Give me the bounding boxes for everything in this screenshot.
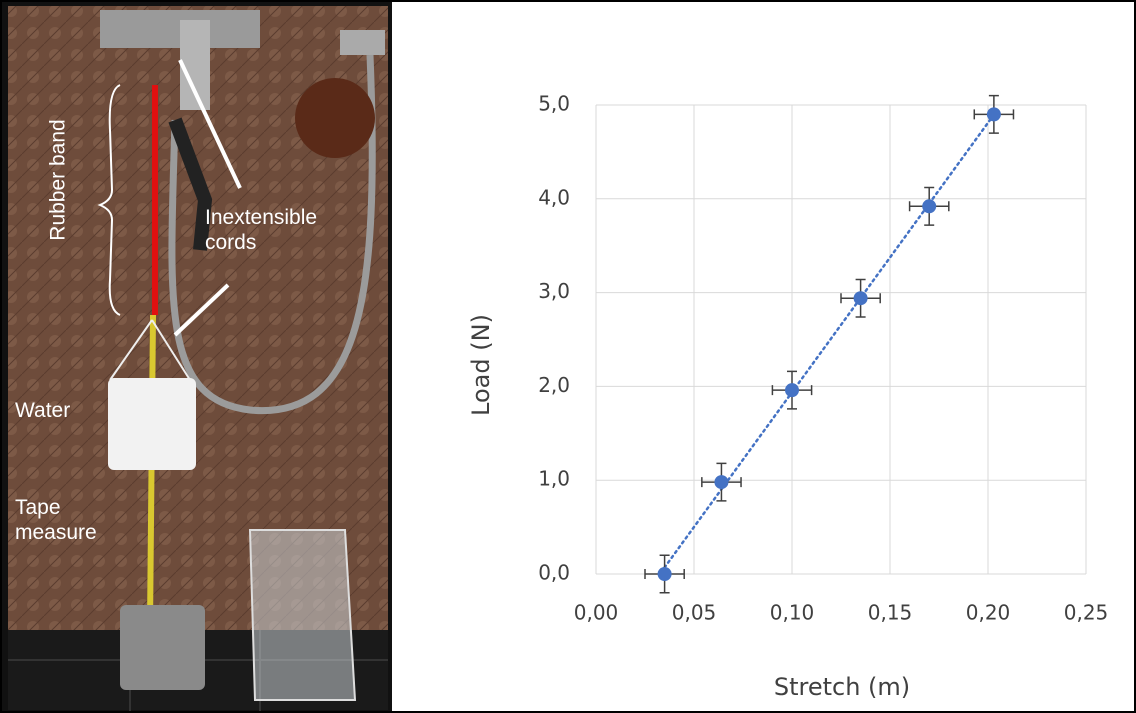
x-tick-label: 0,20 [966,601,1011,625]
photo [0,0,392,713]
photo-label: Tape measure [15,495,145,545]
data-point [785,383,799,397]
x-tick-label: 0,25 [1064,601,1109,625]
y-tick-label: 4,0 [538,185,570,209]
data-point [714,475,728,489]
y-tick-label: 3,0 [538,279,570,303]
photo-label: Rubber band [45,119,70,240]
x-tick-label: 0,05 [672,601,717,625]
data-point [922,199,936,213]
y-axis-title: Load (N) [467,314,495,416]
y-tick-label: 0,0 [538,561,570,585]
data-point [854,291,868,305]
y-tick-label: 1,0 [538,467,570,491]
chart: Load (N) Stretch (m) 0,0 1,0 2,0 3,0 4,0 5,0 0… [0,0,1136,713]
y-tick-label: 2,0 [538,373,570,397]
x-tick-label: 0,00 [574,601,619,625]
trendline [665,115,994,568]
data-point [658,567,672,581]
x-tick-label: 0,10 [770,601,815,625]
y-tick-label: 5,0 [538,92,570,116]
figure: Load (N) Stretch (m) 0,0 1,0 2,0 3,0 4,0 5,0 0… [0,0,1136,713]
data-point [987,107,1001,121]
photo-label: Inextensible cords [205,205,370,255]
x-axis-title: Stretch (m) [774,673,910,701]
x-tick-label: 0,15 [868,601,913,625]
photo-label: Water [15,398,70,423]
